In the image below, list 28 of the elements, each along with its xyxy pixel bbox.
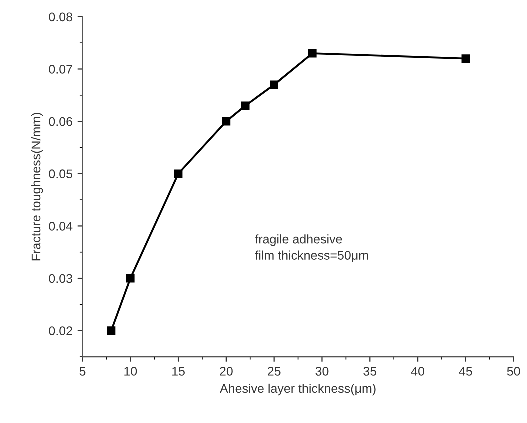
y-tick-label: 0.04 bbox=[49, 222, 73, 231]
x-tick-label: 10 bbox=[124, 367, 138, 376]
x-tick-label: 50 bbox=[507, 367, 520, 376]
point bbox=[126, 274, 135, 283]
annotation: fragile adhesive film thickness=50μm bbox=[255, 234, 368, 262]
point bbox=[174, 170, 183, 178]
x-tick-label: 45 bbox=[459, 367, 472, 376]
point bbox=[270, 80, 278, 90]
y-tick-label: 0.07 bbox=[49, 65, 72, 74]
y-axis-title: Fracture toughness(N/mm) bbox=[31, 113, 44, 261]
x-tick-label: 35 bbox=[364, 367, 377, 376]
x-tick-label: 25 bbox=[268, 367, 281, 376]
y-tick-label: 0.06 bbox=[49, 117, 72, 126]
point bbox=[462, 54, 470, 63]
y-tick-label: 0.03 bbox=[49, 274, 72, 284]
point bbox=[308, 49, 317, 58]
x-axis-title: Ahesive layer thickness(μm) bbox=[220, 384, 376, 396]
y-tick-label: 0.05 bbox=[49, 170, 72, 179]
x-tick-label: 15 bbox=[172, 367, 185, 376]
x-tick-label: 5 bbox=[80, 367, 86, 376]
x-tick-label: 30 bbox=[316, 367, 329, 376]
point bbox=[222, 117, 231, 126]
point bbox=[241, 102, 250, 110]
x-tick-label: 40 bbox=[411, 367, 424, 376]
y-tick-label: 0.02 bbox=[49, 326, 72, 336]
y-tick-label: 0.08 bbox=[49, 12, 72, 22]
x-tick-label: 20 bbox=[220, 367, 233, 376]
point bbox=[107, 326, 116, 336]
